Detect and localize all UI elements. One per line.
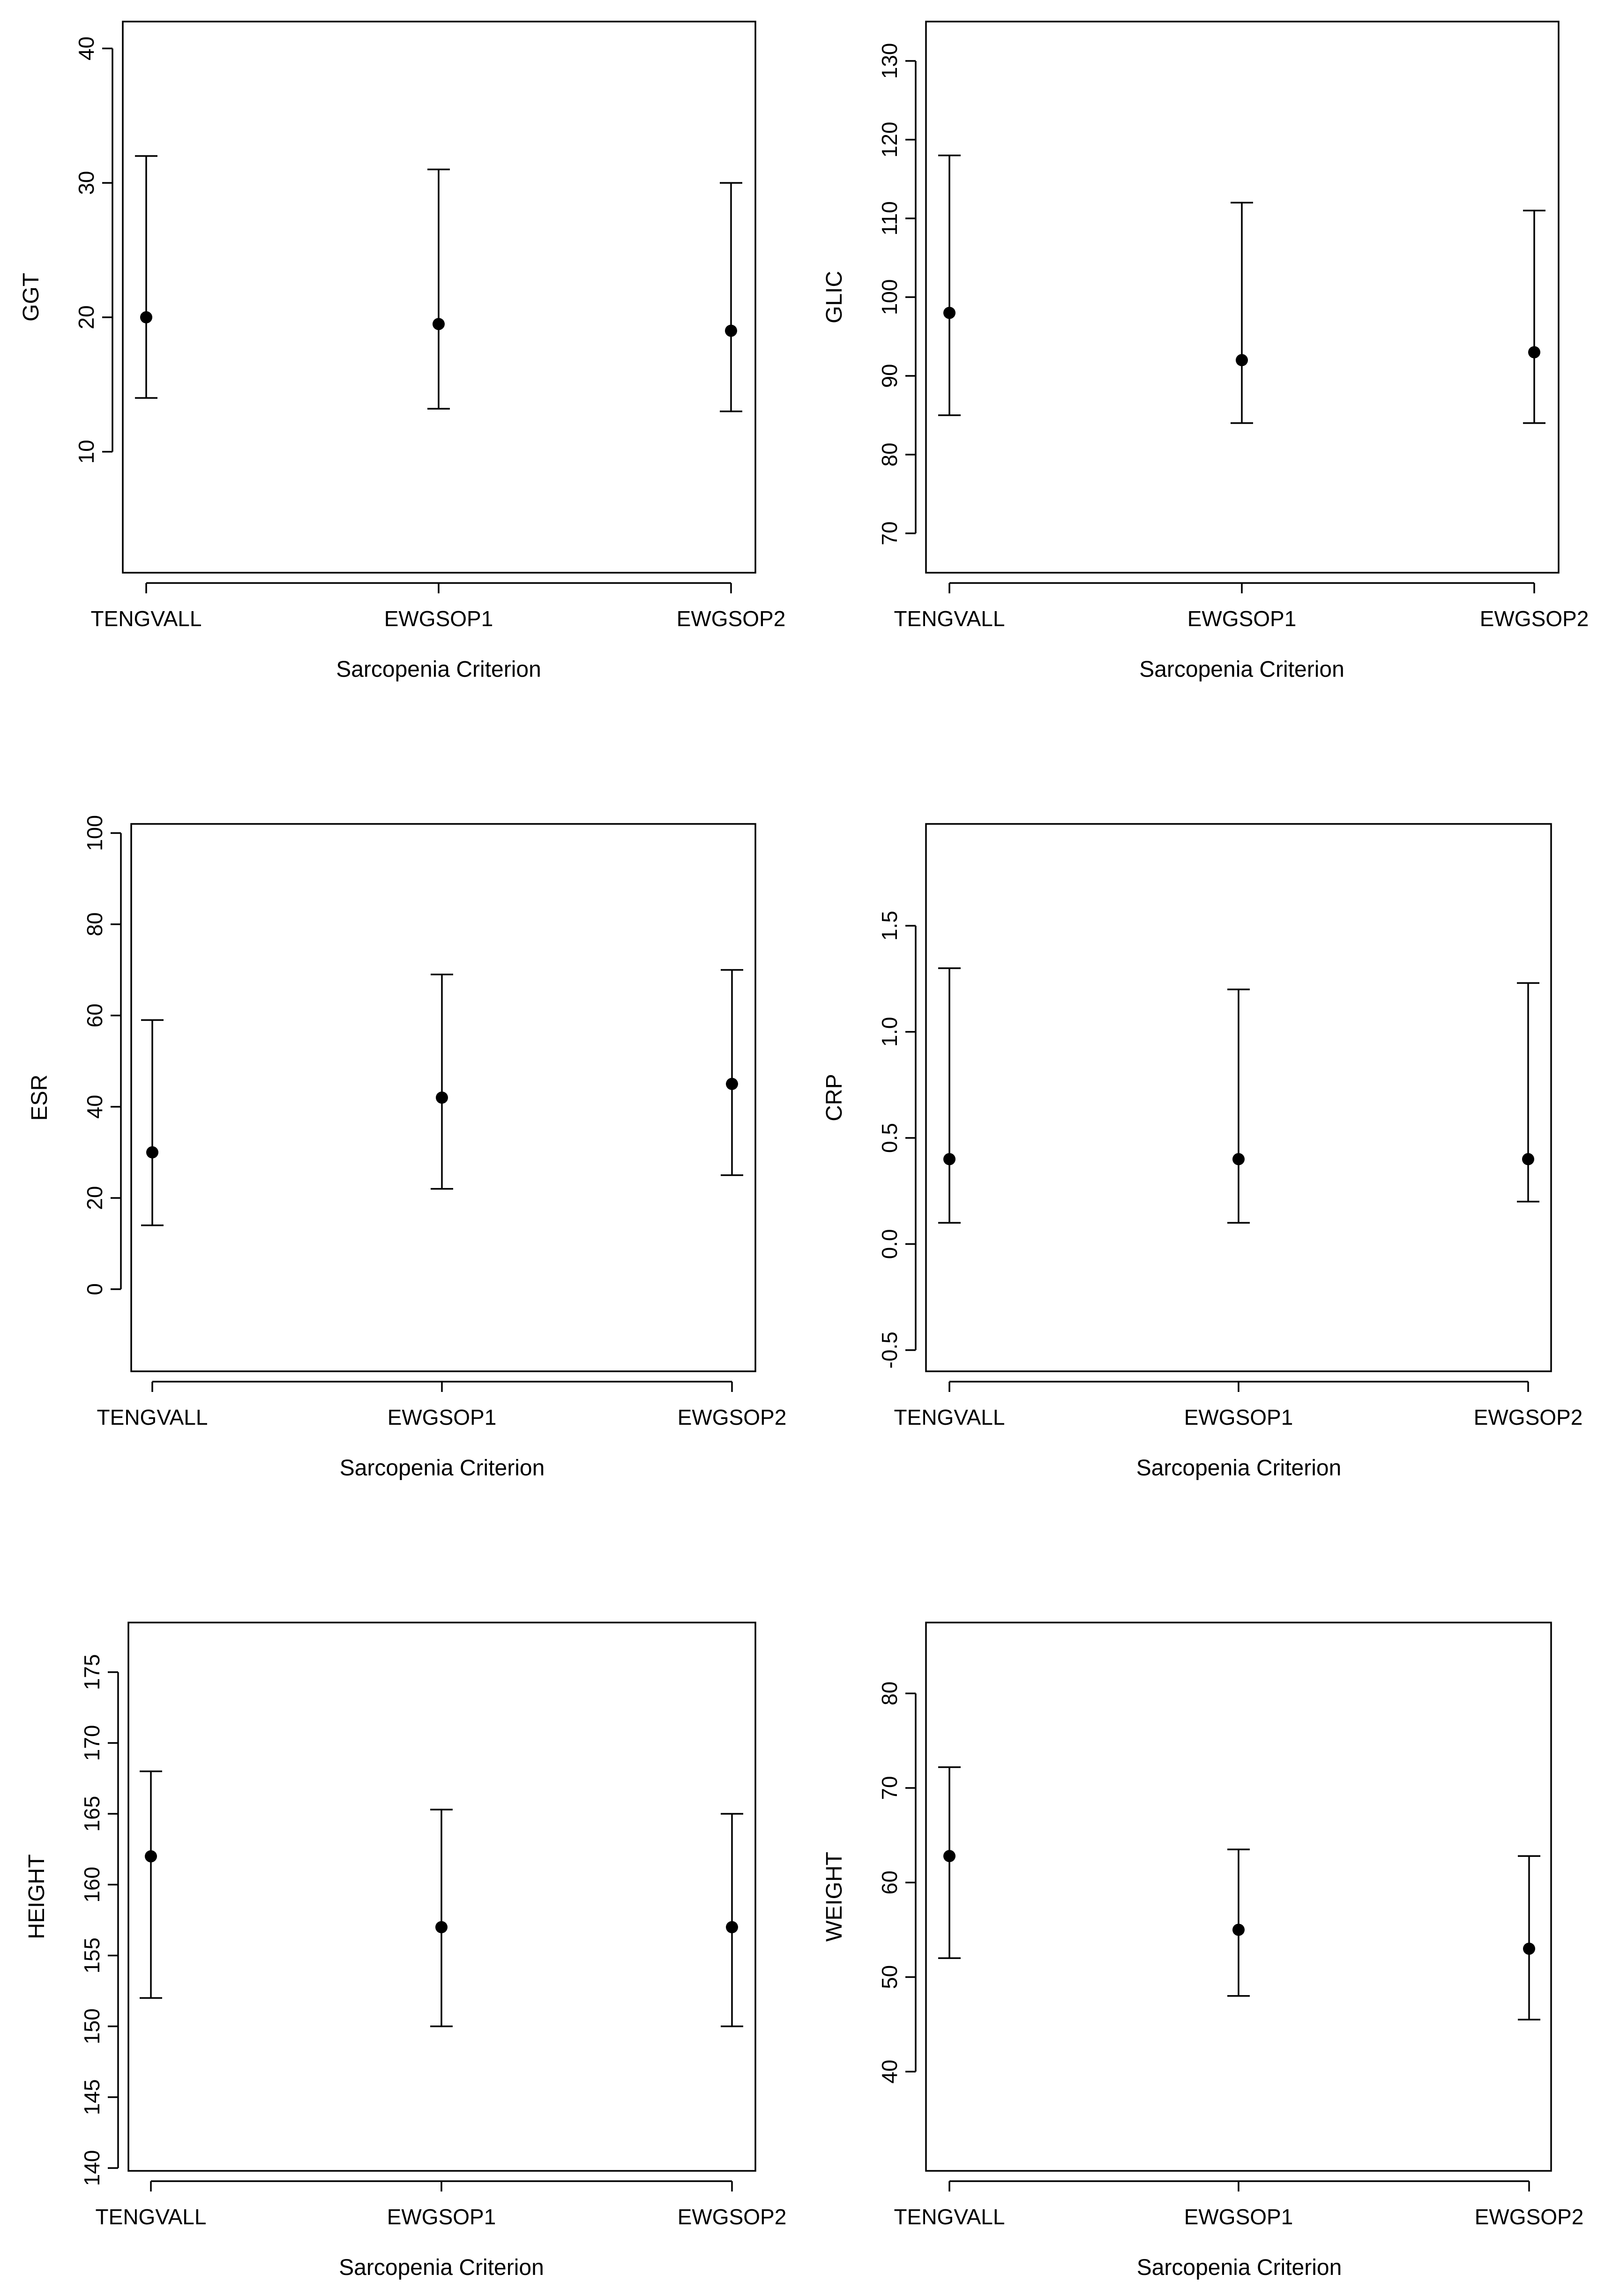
x-tick-label: TENGVALL <box>894 606 1005 631</box>
plot-frame <box>925 21 1560 574</box>
y-tick-label: 140 <box>80 2150 104 2186</box>
panel-ggt: 10 20 30 40 GGT TENGVALL EWGSOP1 EWGSOP2 Sarcope… <box>19 21 786 682</box>
data-point <box>726 1077 738 1090</box>
x-tick-label: EWGSOP2 <box>1475 2205 1584 2229</box>
data-point <box>435 1921 448 1933</box>
x-axis-title: Sarcopenia Criterion <box>336 657 541 682</box>
x-tick-label: EWGSOP1 <box>387 2205 496 2229</box>
y-tick-label: 40 <box>82 1095 107 1119</box>
data-point <box>145 1850 157 1862</box>
y-tick-label: 20 <box>82 1186 107 1210</box>
y-axis-title: HEIGHT <box>24 1854 49 1939</box>
x-tick-label: EWGSOP2 <box>678 2205 787 2229</box>
y-tick-label: 60 <box>82 1003 107 1027</box>
data-point <box>943 1153 956 1166</box>
x-tick-label: EWGSOP1 <box>1184 2205 1293 2229</box>
y-tick-label: 120 <box>877 122 902 158</box>
y-tick-label: 80 <box>877 1682 902 1705</box>
data-point <box>725 324 737 337</box>
x-tick-label: TENGVALL <box>894 1405 1005 1429</box>
data-point <box>943 307 956 319</box>
data-point <box>146 1146 158 1159</box>
data-point <box>1528 346 1540 359</box>
y-axis-title: WEIGHT <box>822 1852 847 1942</box>
x-tick-label: EWGSOP2 <box>1474 1405 1583 1429</box>
data-point <box>436 1092 448 1104</box>
panel-esr: 0 20 40 60 80 100 ESR TENGVALL EWGSOP1 EWGSOP2 Sar… <box>27 815 786 1481</box>
x-axis-title: Sarcopenia Criterion <box>1139 657 1344 682</box>
y-axis-title: ESR <box>27 1075 52 1121</box>
y-tick-label: 20 <box>74 305 98 329</box>
y-tick-label: 155 <box>80 1937 104 1974</box>
x-tick-label: EWGSOP1 <box>388 1405 497 1429</box>
y-tick-label: 0.5 <box>877 1123 902 1153</box>
data-point <box>1236 354 1248 366</box>
plot-frame <box>925 823 1552 1372</box>
data-point <box>1523 1942 1535 1955</box>
x-tick-label: EWGSOP1 <box>1187 606 1297 631</box>
data-point <box>943 1850 956 1862</box>
y-tick-label: 150 <box>80 2008 104 2044</box>
x-tick-label: TENGVALL <box>91 606 202 631</box>
y-axis-title: GGT <box>19 273 44 322</box>
x-tick-label: EWGSOP1 <box>1184 1405 1293 1429</box>
data-point <box>726 1921 738 1933</box>
panel-height: 140 145 150 155 160 165 170 175 HEIGHT TENGVALL EW… <box>24 1622 787 2280</box>
x-axis-title: Sarcopenia Criterion <box>1137 2255 1342 2280</box>
plot-frame <box>122 21 756 574</box>
data-point <box>1522 1153 1534 1166</box>
x-tick-label: TENGVALL <box>97 1405 208 1429</box>
x-tick-label: EWGSOP1 <box>384 606 493 631</box>
y-tick-label: 0.0 <box>877 1229 902 1259</box>
data-point <box>1232 1153 1245 1166</box>
x-tick-label: EWGSOP2 <box>677 606 786 631</box>
y-tick-label: 40 <box>74 37 98 60</box>
x-tick-label: EWGSOP2 <box>1480 606 1589 631</box>
x-tick-label: TENGVALL <box>894 2205 1005 2229</box>
y-tick-label: 110 <box>877 201 902 235</box>
y-tick-label: 145 <box>80 2079 104 2115</box>
y-tick-label: 175 <box>80 1654 104 1690</box>
y-tick-label: 1.0 <box>877 1017 902 1047</box>
data-point <box>140 311 152 324</box>
y-tick-label: 1.5 <box>877 911 902 941</box>
x-axis-title: Sarcopenia Criterion <box>1136 1456 1342 1481</box>
y-tick-label: 170 <box>80 1725 104 1761</box>
y-tick-label: 130 <box>877 43 902 79</box>
plot-frame <box>127 1622 756 2172</box>
y-axis-title: GLIC <box>822 271 847 323</box>
y-tick-label: 40 <box>877 2060 902 2084</box>
x-axis-title: Sarcopenia Criterion <box>339 2255 544 2280</box>
y-tick-label: -0.5 <box>877 1331 902 1369</box>
y-tick-label: 70 <box>877 521 902 545</box>
x-axis-title: Sarcopenia Criterion <box>340 1456 545 1481</box>
plot-frame <box>925 1622 1552 2172</box>
plot-frame <box>130 823 756 1372</box>
y-tick-label: 90 <box>877 364 902 388</box>
x-tick-label: TENGVALL <box>96 2205 207 2229</box>
x-tick-label: EWGSOP2 <box>678 1405 787 1429</box>
y-tick-label: 10 <box>74 440 98 464</box>
y-tick-label: 80 <box>877 442 902 466</box>
data-point <box>1232 1923 1245 1936</box>
y-tick-label: 100 <box>877 279 902 315</box>
panel-crp: -0.5 0.0 0.5 1.0 1.5 CRP TENGVALL EWGSOP1 EWGSOP… <box>822 823 1583 1481</box>
y-tick-label: 100 <box>82 815 107 851</box>
y-axis-title: CRP <box>822 1074 847 1121</box>
y-tick-label: 0 <box>82 1283 107 1295</box>
y-tick-label: 160 <box>80 1867 104 1903</box>
y-tick-label: 50 <box>877 1965 902 1989</box>
data-point <box>433 318 445 330</box>
panel-glic: 70 80 90 100 110 120 130 GLIC TENGVALL EWGSOP1 EWG… <box>822 21 1589 682</box>
y-tick-label: 60 <box>877 1870 902 1894</box>
y-tick-label: 30 <box>74 171 98 195</box>
y-tick-label: 80 <box>82 912 107 936</box>
y-tick-label: 165 <box>80 1796 104 1832</box>
panel-weight: 40 50 60 70 80 WEIGHT TENGVALL EWGSOP1 EWGSOP2 Sa… <box>822 1622 1584 2280</box>
y-tick-label: 70 <box>877 1776 902 1800</box>
